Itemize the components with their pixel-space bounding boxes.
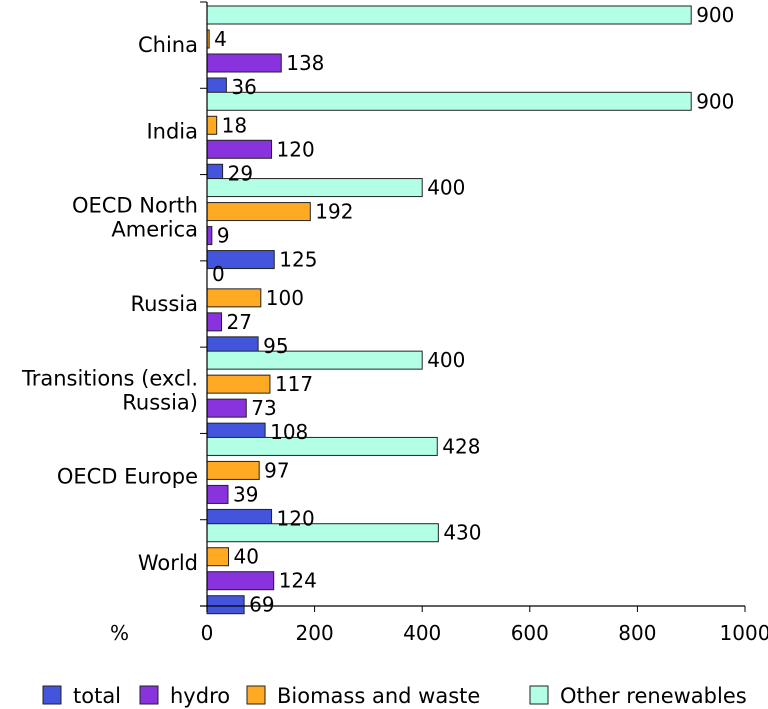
bar-transitions-excl-russia-hydro — [206, 398, 247, 418]
bar-world-other-renewables — [206, 523, 439, 543]
value-label-oecd-europe-biomass-and-waste: 97 — [264, 458, 289, 482]
value-label-russia-other-renewables: 0 — [212, 262, 225, 286]
bar-china-other-renewables — [206, 5, 692, 25]
legend-swatch-total — [42, 685, 62, 705]
value-label-china-biomass-and-waste: 4 — [214, 27, 227, 51]
bar-india-biomass-and-waste — [206, 115, 218, 135]
value-label-oecd-europe-total: 120 — [277, 506, 315, 530]
value-label-transitions-excl-russia-biomass-and-waste: 117 — [275, 372, 313, 396]
value-label-russia-biomass-and-waste: 100 — [266, 286, 304, 310]
legend-label-hydro: hydro — [170, 684, 230, 708]
value-label-transitions-excl-russia-hydro: 73 — [251, 396, 276, 420]
value-label-transitions-excl-russia-other-renewables: 400 — [427, 348, 465, 372]
x-tick-label: 800 — [618, 621, 656, 645]
category-label-transitions-excl-russia: Transitions (excl. — [21, 366, 198, 390]
bar-transitions-excl-russia-biomass-and-waste — [206, 374, 271, 394]
value-label-world-other-renewables: 430 — [443, 521, 481, 545]
legend-swatch-biomass-and-waste — [246, 685, 266, 705]
value-label-china-hydro: 138 — [286, 51, 324, 75]
value-label-world-hydro: 124 — [279, 569, 317, 593]
bar-world-biomass-and-waste — [206, 547, 230, 567]
axes-layer: 0 200 400 600 800 1000 — [200, 1, 768, 645]
bar-india-hydro — [206, 139, 273, 159]
value-label-oecd-north-america-biomass-and-waste: 192 — [315, 200, 353, 224]
category-label-oecd-north-america: OECD North — [72, 194, 198, 218]
value-labels-layer: 900 4 138 36 900 18 120 29 400 192 9 125 0 100 27 95 400… — [212, 3, 734, 617]
legend-swatch-hydro — [139, 685, 159, 705]
value-label-india-other-renewables: 900 — [696, 89, 734, 113]
value-label-india-total: 29 — [228, 161, 253, 185]
legend-label-biomass-and-waste: Biomass and waste — [277, 684, 480, 708]
bar-world-total — [206, 595, 245, 615]
value-label-india-biomass-and-waste: 18 — [222, 113, 247, 137]
x-tick-label: 1000 — [720, 621, 768, 645]
value-label-india-hydro: 120 — [277, 137, 315, 161]
bar-china-hydro — [206, 53, 282, 73]
value-label-oecd-europe-hydro: 39 — [233, 482, 258, 506]
bar-transitions-excl-russia-other-renewables — [206, 350, 423, 370]
bar-russia-biomass-and-waste — [206, 288, 262, 308]
value-label-oecd-north-america-other-renewables: 400 — [427, 176, 465, 200]
x-tick-label: 200 — [296, 621, 334, 645]
bar-oecd-north-america-biomass-and-waste — [206, 202, 311, 222]
bar-oecd-europe-hydro — [206, 484, 229, 504]
bar-oecd-north-america-hydro — [206, 226, 213, 246]
legend-label-other-renewables: Other renewables — [560, 684, 747, 708]
value-label-transitions-excl-russia-total: 108 — [270, 420, 308, 444]
value-label-russia-total: 95 — [263, 334, 288, 358]
x-tick-label: 600 — [511, 621, 549, 645]
bar-world-hydro — [206, 571, 275, 591]
category-label-oecd-north-america: America — [111, 218, 198, 242]
bar-oecd-europe-biomass-and-waste — [206, 460, 260, 480]
x-tick-label: 0 — [201, 621, 214, 645]
category-label-oecd-europe: OECD Europe — [57, 465, 198, 489]
bar-russia-hydro — [206, 312, 223, 332]
legend-swatch-other-renewables — [529, 685, 549, 705]
bar-india-other-renewables — [206, 91, 692, 111]
value-label-oecd-north-america-total: 125 — [279, 248, 317, 272]
category-label-russia: Russia — [130, 292, 198, 316]
category-label-transitions-excl-russia: Russia) — [122, 390, 198, 414]
category-label-china: China — [138, 33, 198, 57]
x-tick-label: 400 — [403, 621, 441, 645]
value-label-china-other-renewables: 900 — [696, 3, 734, 27]
value-label-world-biomass-and-waste: 40 — [234, 545, 259, 569]
value-label-oecd-north-america-hydro: 9 — [217, 224, 230, 248]
legend: total hydro Biomass and waste Other renewab… — [42, 684, 747, 708]
bar-oecd-europe-other-renewables — [206, 436, 438, 456]
value-label-china-total: 36 — [231, 75, 256, 99]
category-label-india: India — [146, 119, 198, 143]
legend-label-total: total — [73, 684, 121, 708]
value-label-oecd-europe-other-renewables: 428 — [442, 434, 480, 458]
category-label-world: World — [138, 551, 198, 575]
value-label-russia-hydro: 27 — [227, 310, 252, 334]
x-axis-label: % — [110, 621, 129, 645]
value-label-world-total: 69 — [249, 593, 274, 617]
